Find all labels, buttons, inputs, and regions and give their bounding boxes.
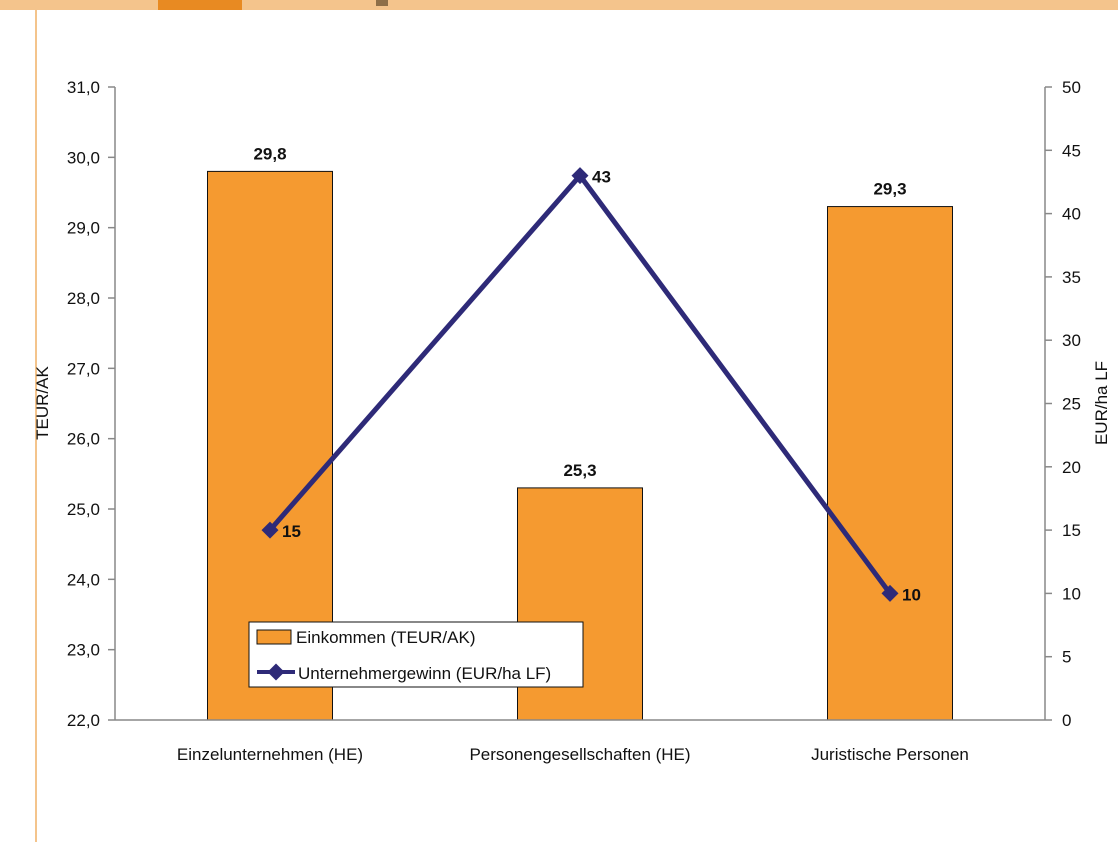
right-tick-label: 5 — [1062, 648, 1071, 667]
right-tick-label: 35 — [1062, 268, 1081, 287]
legend-bar-swatch — [256, 629, 292, 645]
line-point — [881, 584, 899, 602]
left-tick-label: 25,0 — [67, 500, 100, 519]
bar-data-label: 25,3 — [563, 461, 596, 480]
line-series-unternehmergewinn: 15 43 10 — [261, 167, 921, 604]
category-label: Juristische Personen — [811, 745, 969, 764]
right-tick-label: 30 — [1062, 331, 1081, 350]
legend-label-unternehmergewinn: Unternehmergewinn (EUR/ha LF) — [298, 664, 551, 683]
line-data-label: 15 — [282, 522, 301, 541]
left-tick-label: 28,0 — [67, 289, 100, 308]
right-tick-label: 25 — [1062, 395, 1081, 414]
legend-label-einkommen: Einkommen (TEUR/AK) — [296, 628, 475, 647]
line-point — [571, 167, 589, 185]
chart-legend: Einkommen (TEUR/AK) Unternehmergewinn (E… — [248, 621, 584, 688]
category-label: Einzelunternehmen (HE) — [177, 745, 363, 764]
left-tick-label: 27,0 — [67, 359, 100, 378]
line-data-label: 43 — [592, 168, 611, 187]
left-tick-label: 23,0 — [67, 641, 100, 660]
category-labels: Einzelunternehmen (HE) Personengesellscha… — [177, 745, 969, 764]
left-tick-label: 26,0 — [67, 430, 100, 449]
left-tick-label: 24,0 — [67, 570, 100, 589]
header-band — [0, 0, 1118, 10]
left-axis-ticks: 22,0 23,0 24,0 25,0 26,0 27,0 28,0 29,0 30,0 31,0 — [67, 78, 115, 730]
right-tick-label: 50 — [1062, 78, 1081, 97]
right-tick-label: 20 — [1062, 458, 1081, 477]
legend-line-marker — [267, 663, 285, 681]
bar-data-label: 29,8 — [253, 144, 286, 163]
right-axis-title: EUR/ha LF — [1092, 361, 1111, 445]
right-tick-label: 10 — [1062, 584, 1081, 603]
header-text-fragment — [376, 0, 388, 6]
right-tick-label: 45 — [1062, 141, 1081, 160]
bar-data-label: 29,3 — [873, 180, 906, 199]
left-tick-label: 22,0 — [67, 711, 100, 730]
left-tick-label: 31,0 — [67, 78, 100, 97]
left-tick-label: 30,0 — [67, 148, 100, 167]
right-tick-label: 40 — [1062, 205, 1081, 224]
line-data-label: 10 — [902, 585, 921, 604]
left-axis-title: TEUR/AK — [33, 366, 52, 440]
line-point — [261, 521, 279, 539]
right-axis-ticks: 0 5 10 15 20 25 30 35 40 45 50 — [1045, 78, 1081, 730]
bar — [827, 206, 953, 721]
right-tick-label: 0 — [1062, 711, 1071, 730]
header-accent-block — [158, 0, 242, 10]
left-border-rule — [35, 10, 37, 842]
right-tick-label: 15 — [1062, 521, 1081, 540]
category-label: Personengesellschaften (HE) — [469, 745, 690, 764]
left-tick-label: 29,0 — [67, 219, 100, 238]
legend-box — [248, 621, 584, 688]
